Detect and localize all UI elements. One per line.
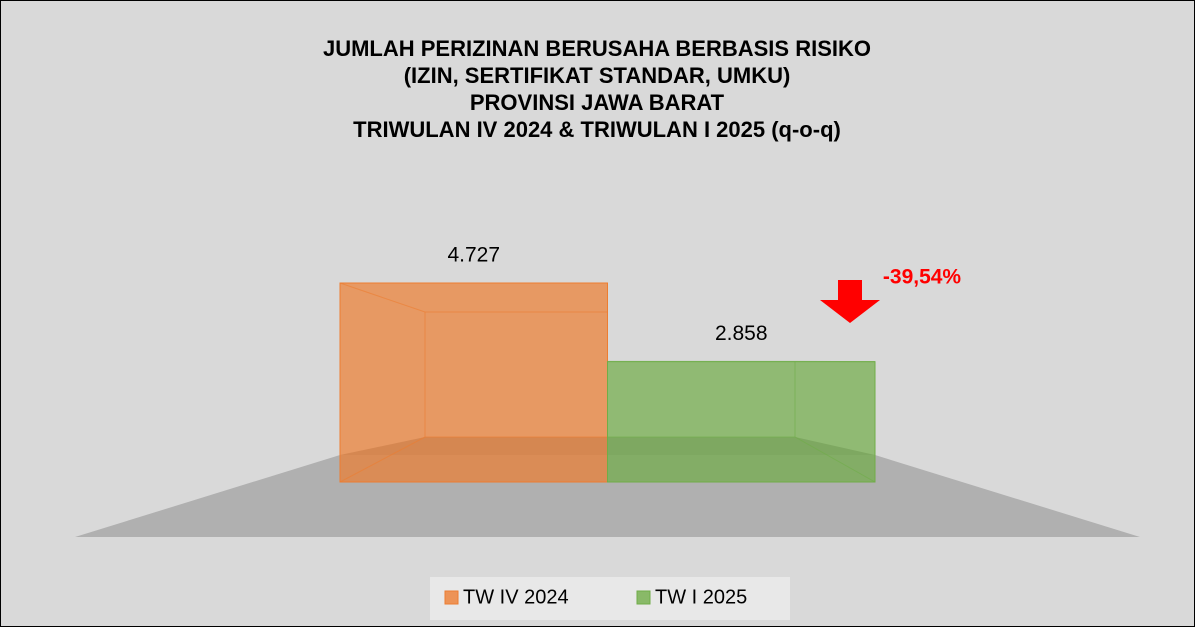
- value-label: 2.858: [715, 322, 768, 345]
- title-line: JUMLAH PERIZINAN BERUSAHA BERBASIS RISIK…: [323, 36, 871, 61]
- title-line: (IZIN, SERTIFIKAT STANDAR, UMKU): [404, 63, 791, 88]
- legend-box: [430, 577, 790, 620]
- decrease-arrow: [820, 280, 880, 323]
- annotation: -39,54%: [883, 266, 962, 289]
- title-line: TRIWULAN IV 2024 & TRIWULAN I 2025 (q-o-…: [353, 117, 841, 142]
- bar-edge: [607, 436, 876, 483]
- legend-swatch: [444, 590, 459, 605]
- bar: [339, 282, 608, 483]
- legend-label: TW IV 2024: [463, 586, 569, 608]
- title-line: PROVINSI JAWA BARAT: [470, 90, 725, 115]
- value-label: 4.727: [447, 244, 500, 267]
- legend-swatch: [636, 590, 651, 605]
- legend-label: TW I 2025: [655, 586, 747, 608]
- bar-edge: [339, 282, 608, 313]
- bar: [607, 361, 876, 483]
